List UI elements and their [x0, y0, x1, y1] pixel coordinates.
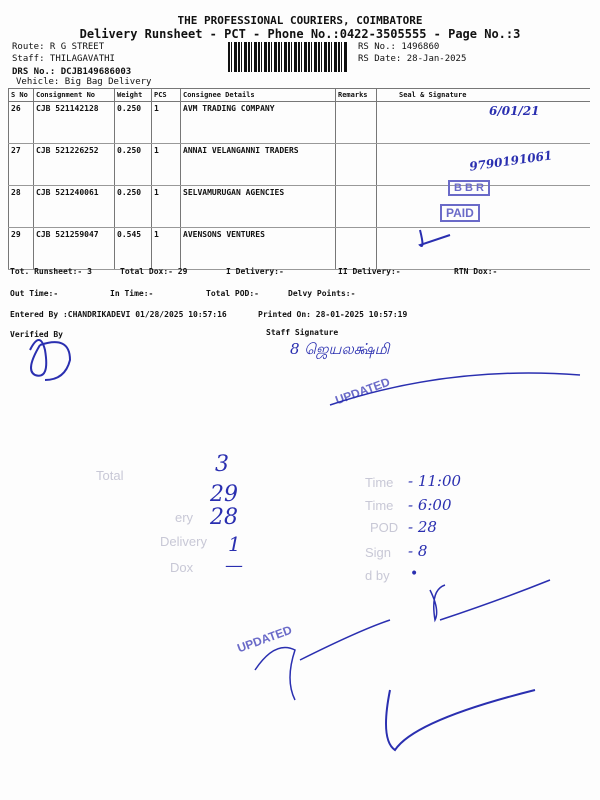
drs-no: DRS No.: DCJB149686003: [12, 67, 132, 77]
signature: 9790191061: [376, 143, 590, 186]
barcode: [228, 42, 348, 72]
rs-date: RS Date: 28-Jan-2025: [358, 54, 467, 64]
handwritten-value: •: [410, 566, 419, 582]
handwritten-value: - 8: [408, 542, 428, 560]
handwritten-value: 3: [215, 452, 229, 477]
runsheet-subtitle: Delivery Runsheet - PCT - Phone No.:0422…: [79, 27, 521, 41]
consignment-no: CJB 521240061: [33, 185, 115, 228]
vehicle: Vehicle: Big Bag Delivery: [16, 77, 152, 87]
tot-runsheet: Tot. Runsheet:- 3: [10, 267, 92, 276]
consignment-no: CJB 521226252: [33, 143, 115, 186]
entered-by: Entered By :CHANDRIKADEVI 01/28/2025 10:…: [10, 310, 227, 319]
rtn-dox: RTN Dox:-: [454, 267, 498, 276]
total-dox: Total Dox:- 29: [120, 267, 188, 276]
faded-label: ery: [175, 510, 194, 525]
col-seal: Seal & Signature: [376, 88, 590, 102]
faded-label: Delivery: [160, 534, 207, 549]
faded-label: POD: [370, 520, 399, 535]
consignee: ANNAI VELANGANNI TRADERS: [180, 143, 336, 186]
rs-no: RS No.: 1496860: [358, 42, 440, 52]
remarks: [335, 143, 377, 186]
col-weight: Weight: [114, 88, 152, 102]
consignee: AVM TRADING COMPANY: [180, 101, 336, 144]
faded-label: Sign: [365, 545, 392, 560]
faded-label: Time: [365, 498, 394, 513]
handwritten-value: 29: [210, 482, 238, 507]
col-consignment: Consignment No: [33, 88, 115, 102]
pcs: 1: [151, 185, 181, 228]
in-time: In Time:-: [110, 289, 154, 298]
delvy-points: Delvy Points:-: [288, 289, 356, 298]
consignment-table: S No Consignment No Weight PCS Consignee…: [8, 88, 590, 270]
total-pod: Total POD:-: [206, 289, 259, 298]
remarks: [335, 185, 377, 228]
col-pcs: PCS: [151, 88, 181, 102]
verified-by: Verified By: [10, 330, 63, 339]
faded-label: Dox: [170, 560, 194, 575]
sno: 29: [8, 227, 34, 270]
sno: 27: [8, 143, 34, 186]
handwritten-value: - 6:00: [408, 496, 452, 514]
sno: 26: [8, 101, 34, 144]
col-remarks: Remarks: [335, 88, 377, 102]
remarks: [335, 227, 377, 270]
staff: Staff: THILAGAVATHI: [12, 54, 115, 64]
company-title: THE PROFESSIONAL COURIERS, COIMBATORE: [177, 14, 423, 27]
bbr-stamp: B B R: [448, 180, 490, 196]
table-header: S No Consignment No Weight PCS Consignee…: [8, 88, 590, 102]
table-row: 29 CJB 521259047 0.545 1 AVENSONS VENTUR…: [8, 227, 590, 270]
consignment-no: CJB 521142128: [33, 101, 115, 144]
printed-on: Printed On: 28-01-2025 10:57:19: [258, 310, 408, 319]
out-time: Out Time:-: [10, 289, 59, 298]
consignee: AVENSONS VENTURES: [180, 227, 336, 270]
handwritten-value: —: [225, 555, 243, 576]
pcs: 1: [151, 101, 181, 144]
sno: 28: [8, 185, 34, 228]
handwritten-value: 28: [210, 505, 238, 530]
faded-label: Time: [365, 475, 394, 490]
pcs: 1: [151, 227, 181, 270]
i-delivery: I Delivery:-: [226, 267, 284, 276]
ii-delivery: II Delivery:-: [338, 267, 401, 276]
paid-stamp: PAID: [440, 204, 480, 222]
pcs: 1: [151, 143, 181, 186]
staff-signature: 8 ஜெயலக்ஷ்மி: [290, 340, 390, 358]
table-row: 28 CJB 521240061 0.250 1 SELVAMURUGAN AG…: [8, 185, 590, 228]
table-row: 26 CJB 521142128 0.250 1 AVM TRADING COM…: [8, 101, 590, 144]
weight: 0.545: [114, 227, 152, 270]
handwritten-value: - 28: [408, 518, 437, 536]
col-consignee: Consignee Details: [180, 88, 336, 102]
weight: 0.250: [114, 101, 152, 144]
faded-label: d by: [365, 568, 390, 583]
staff-signature-label: Staff Signature: [266, 328, 339, 337]
signature: 6/01/21: [376, 101, 590, 144]
weight: 0.250: [114, 143, 152, 186]
col-sno: S No: [8, 88, 34, 102]
handwritten-value: 1: [228, 532, 241, 556]
consignee: SELVAMURUGAN AGENCIES: [180, 185, 336, 228]
signature: [376, 227, 590, 270]
remarks: [335, 101, 377, 144]
signature: [376, 185, 590, 228]
route: Route: R G STREET: [12, 42, 105, 52]
handwritten-value: - 11:00: [408, 472, 462, 490]
consignment-no: CJB 521259047: [33, 227, 115, 270]
table-row: 27 CJB 521226252 0.250 1 ANNAI VELANGANN…: [8, 143, 590, 186]
faded-label: Total: [96, 468, 124, 483]
weight: 0.250: [114, 185, 152, 228]
